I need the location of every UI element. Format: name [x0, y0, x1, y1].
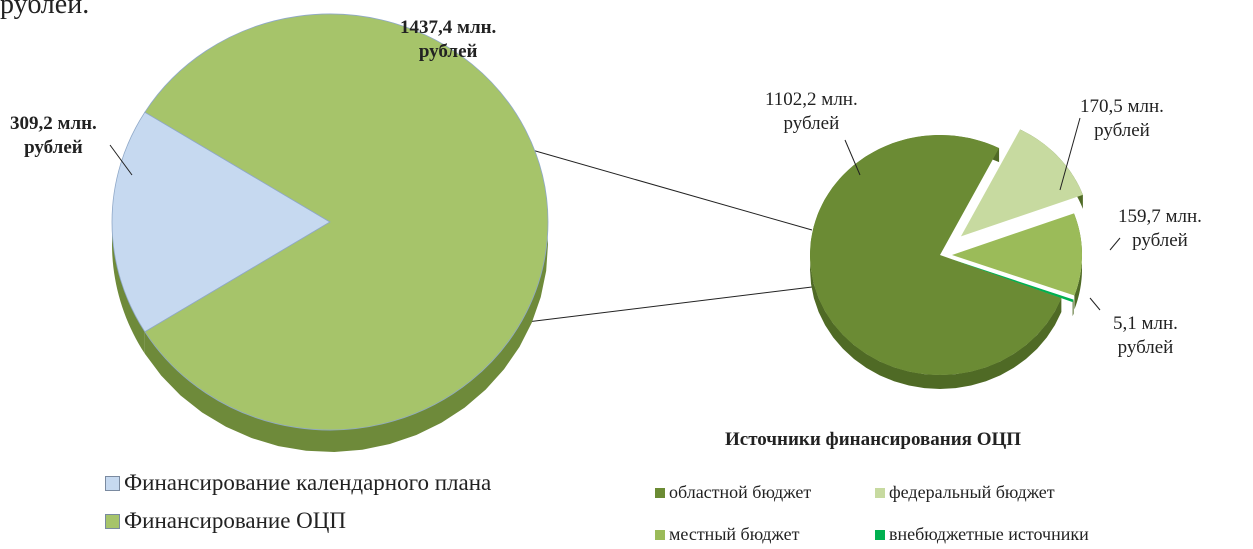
- legend-item: областной бюджет: [655, 482, 811, 503]
- caption: рублей.: [0, 0, 90, 20]
- legend-label: Финансирование календарного плана: [124, 470, 492, 495]
- data-label: 5,1 млн. рублей: [1113, 313, 1178, 358]
- legend-item: внебюджетные источники: [875, 524, 1089, 545]
- leader-line: [1089, 297, 1101, 311]
- leader-line: [109, 144, 133, 176]
- legend-item: Финансирование календарного плана: [105, 470, 491, 496]
- legend-item: федеральный бюджет: [875, 482, 1055, 503]
- slice: [960, 129, 1083, 237]
- slice: [951, 213, 1082, 296]
- leader-line: [844, 139, 861, 176]
- legend-label: внебюджетные источники: [889, 524, 1089, 544]
- data-label: 1102,2 млн. рублей: [765, 89, 858, 134]
- data-label: 159,7 млн. рублей: [1118, 206, 1202, 251]
- legend-swatch: [655, 529, 665, 540]
- legend-swatch: [875, 487, 885, 498]
- data-label: 170,5 млн. рублей: [1080, 96, 1164, 141]
- slice: [111, 111, 331, 333]
- legend-swatch: [105, 475, 120, 491]
- slice-side: [1072, 299, 1074, 317]
- leader-line: [1109, 237, 1121, 251]
- leader-line: [1059, 117, 1081, 191]
- legend-swatch: [875, 529, 885, 540]
- connector: [524, 147, 813, 231]
- legend-label: местный бюджет: [669, 524, 800, 544]
- data-label: 1437,4 млн. рублей: [400, 17, 497, 62]
- legend-label: федеральный бюджет: [889, 482, 1055, 502]
- data-label: 309,2 млн. рублей: [10, 113, 97, 158]
- legend-item: местный бюджет: [655, 524, 799, 545]
- legend-swatch: [655, 487, 665, 498]
- legend-label: областной бюджет: [669, 482, 812, 502]
- slice: [144, 13, 549, 431]
- chart-title: Источники финансирования ОЦП: [725, 429, 1022, 450]
- connector: [526, 286, 813, 323]
- slice: [809, 134, 1062, 375]
- slice: [951, 259, 1074, 303]
- legend-swatch: [105, 513, 120, 529]
- legend-item: Финансирование ОЦП: [105, 508, 346, 534]
- legend-label: Финансирование ОЦП: [124, 508, 346, 533]
